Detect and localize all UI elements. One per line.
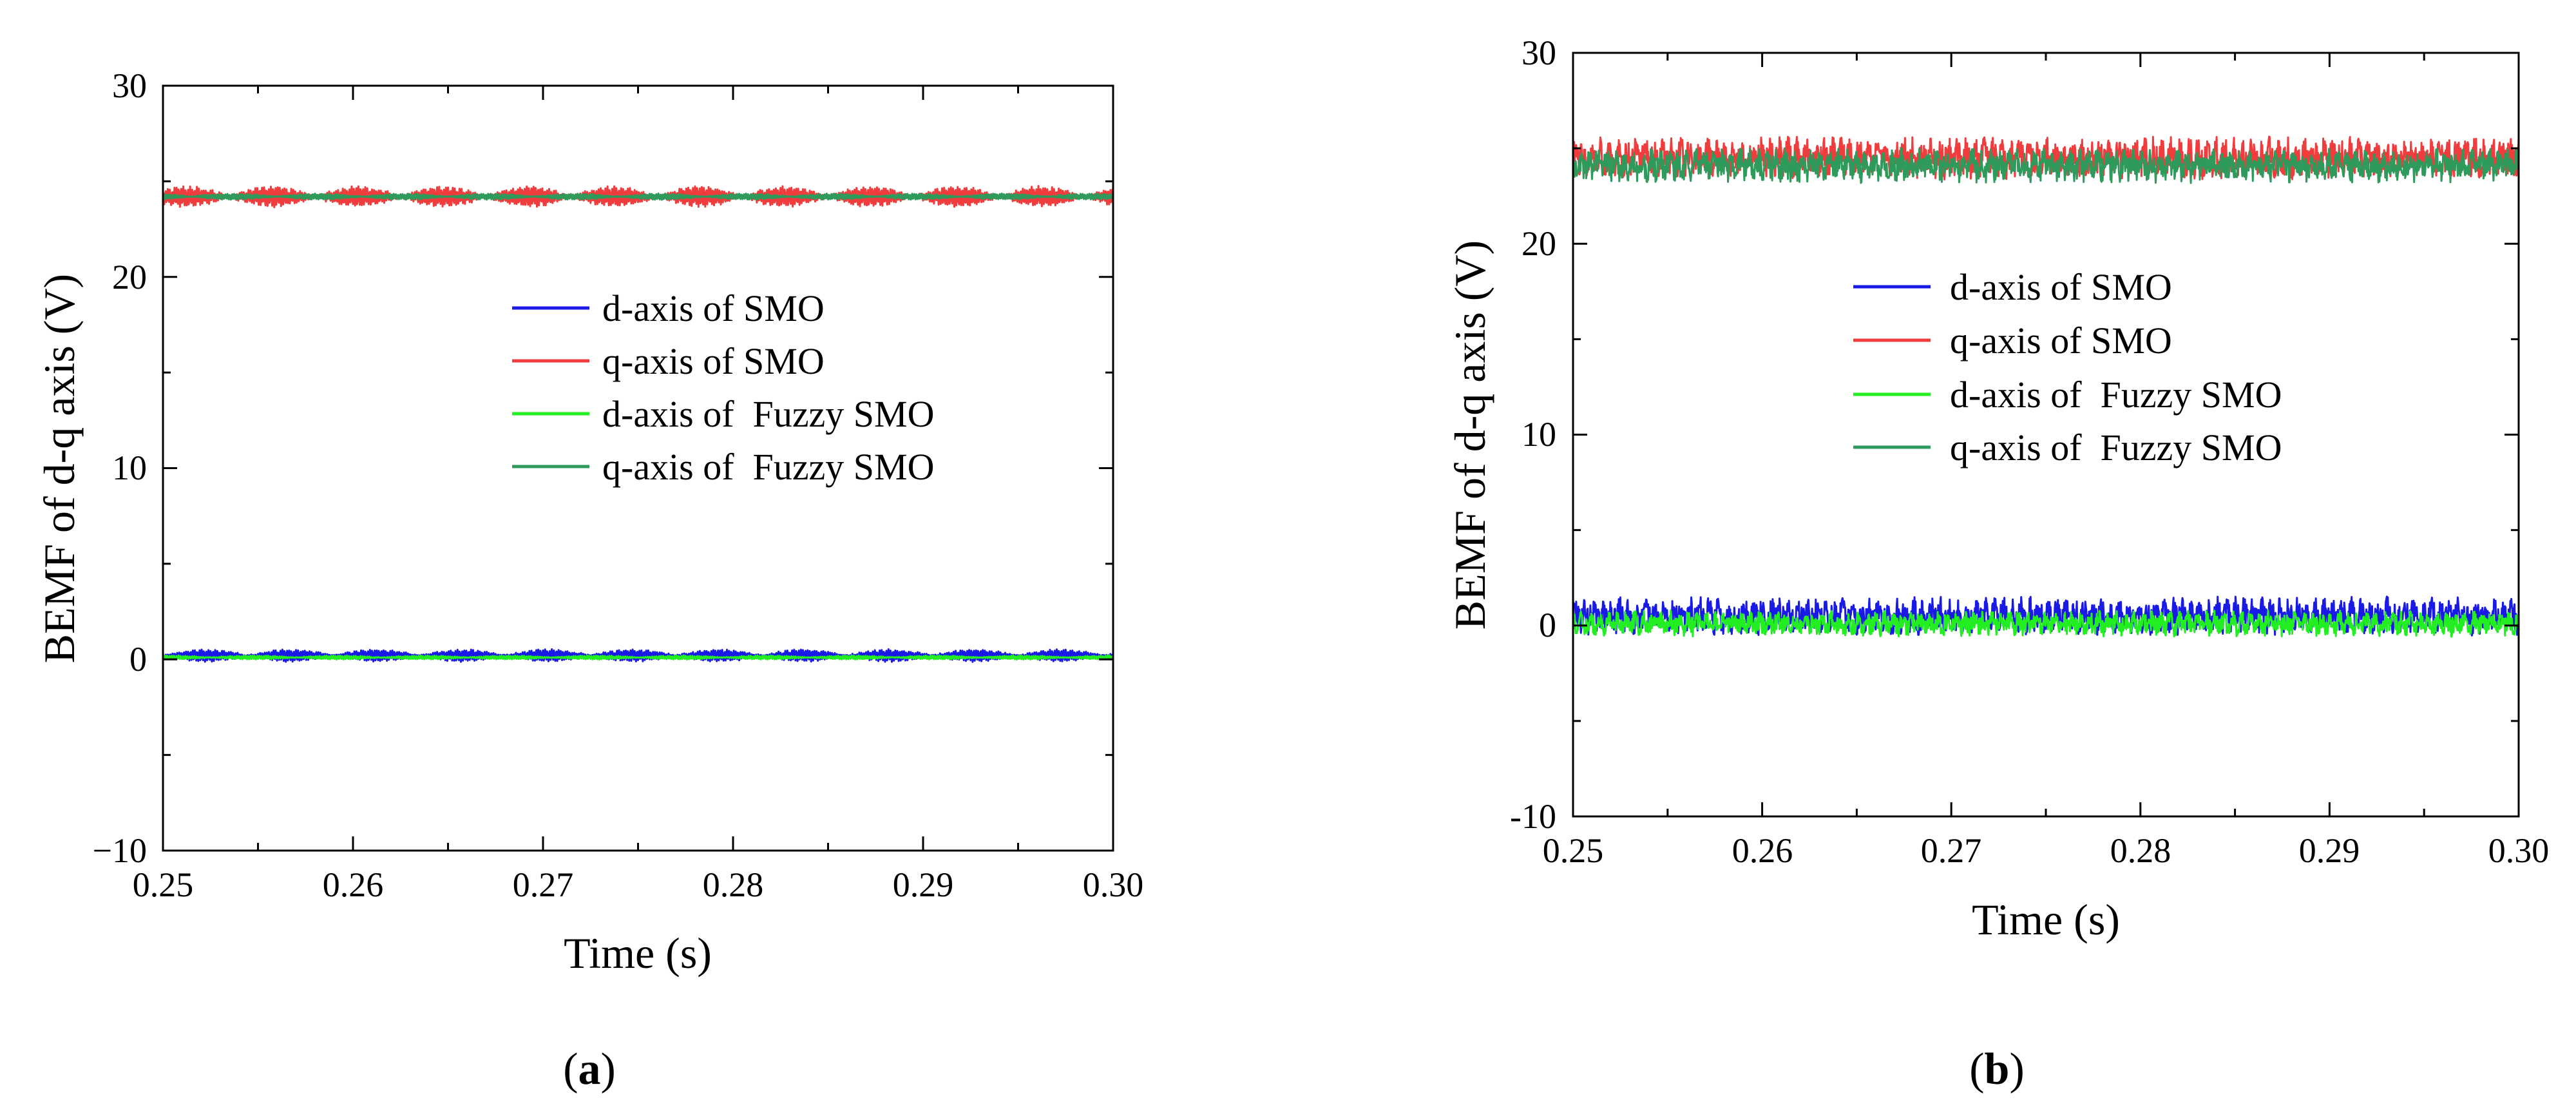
x-tick-label: 0.28: [2110, 831, 2171, 870]
series-line-d-fuzzy: [162, 654, 1114, 660]
legend-label: d-axis of Fuzzy SMO: [602, 393, 935, 435]
legend-label: q-axis of Fuzzy SMO: [602, 446, 935, 488]
ticks-group-a: [162, 84, 1114, 852]
x-tick-label: 0.29: [2299, 831, 2360, 870]
y-tick-label: −10: [93, 831, 147, 870]
legend-b: d-axis of SMO q-axis of SMO d-axis of Fu…: [1853, 266, 2282, 468]
legend-label: d-axis of Fuzzy SMO: [1950, 374, 2282, 416]
y-axis-title: BEMF of d-q axis (V): [35, 274, 84, 663]
x-tick-label: 0.30: [2488, 831, 2550, 870]
y-tick-label: 30: [1522, 34, 1556, 72]
series-line-d-fuzzy: [1572, 610, 2520, 638]
series-line-d-smo: [1572, 595, 2520, 637]
y-tick-label: 20: [1522, 224, 1556, 263]
ticks-group-b: [1572, 52, 2520, 818]
chart-panel-b: -10 0 10 20 30 0.25 0.26 0.27 0.28 0.29 …: [1445, 34, 2549, 1094]
x-tick-label: 0.26: [323, 865, 384, 904]
legend-a: d-axis of SMO q-axis of SMO d-axis of Fu…: [512, 287, 935, 488]
x-tick-label: 0.30: [1083, 865, 1144, 904]
y-tick-label: 10: [112, 448, 147, 487]
x-tick-label: 0.29: [893, 865, 954, 904]
y-tick-label: -10: [1510, 797, 1556, 836]
x-tick-label: 0.27: [513, 865, 574, 904]
x-tick-label: 0.25: [133, 865, 194, 904]
panel-label-a: (a): [563, 1045, 616, 1094]
panel-label-b: (b): [1969, 1045, 2025, 1094]
x-tick-label: 0.28: [703, 865, 764, 904]
series-group-b: [1572, 135, 2520, 638]
chart-panel-a: −10 0 10 20 30 0.25 0.26 0.27 0.28 0.29 …: [35, 66, 1143, 1094]
y-axis-title: BEMF of d-q axis (V): [1445, 240, 1494, 630]
x-axis-title: Time (s): [564, 929, 712, 978]
legend-label: d-axis of SMO: [1950, 266, 2172, 308]
series-line-d-smo: [162, 648, 1114, 663]
y-tick-label: 0: [1539, 606, 1556, 644]
y-tick-label: 30: [112, 66, 147, 105]
legend-label: q-axis of SMO: [1950, 320, 2172, 361]
series-group-a: [162, 185, 1114, 663]
series-line-q-fuzzy: [1572, 147, 2520, 184]
x-tick-label: 0.25: [1543, 831, 1604, 870]
legend-label: q-axis of SMO: [602, 340, 825, 382]
legend-label: q-axis of Fuzzy SMO: [1950, 427, 2282, 468]
x-tick-label: 0.26: [1732, 831, 1793, 870]
x-axis-title: Time (s): [1972, 895, 2120, 944]
series-line-q-fuzzy: [162, 192, 1114, 201]
y-tick-label: 10: [1522, 415, 1556, 454]
y-tick-label: 20: [112, 258, 147, 296]
x-tick-label: 0.27: [1921, 831, 1982, 870]
y-tick-label: 0: [129, 640, 147, 679]
legend-label: d-axis of SMO: [602, 287, 825, 329]
